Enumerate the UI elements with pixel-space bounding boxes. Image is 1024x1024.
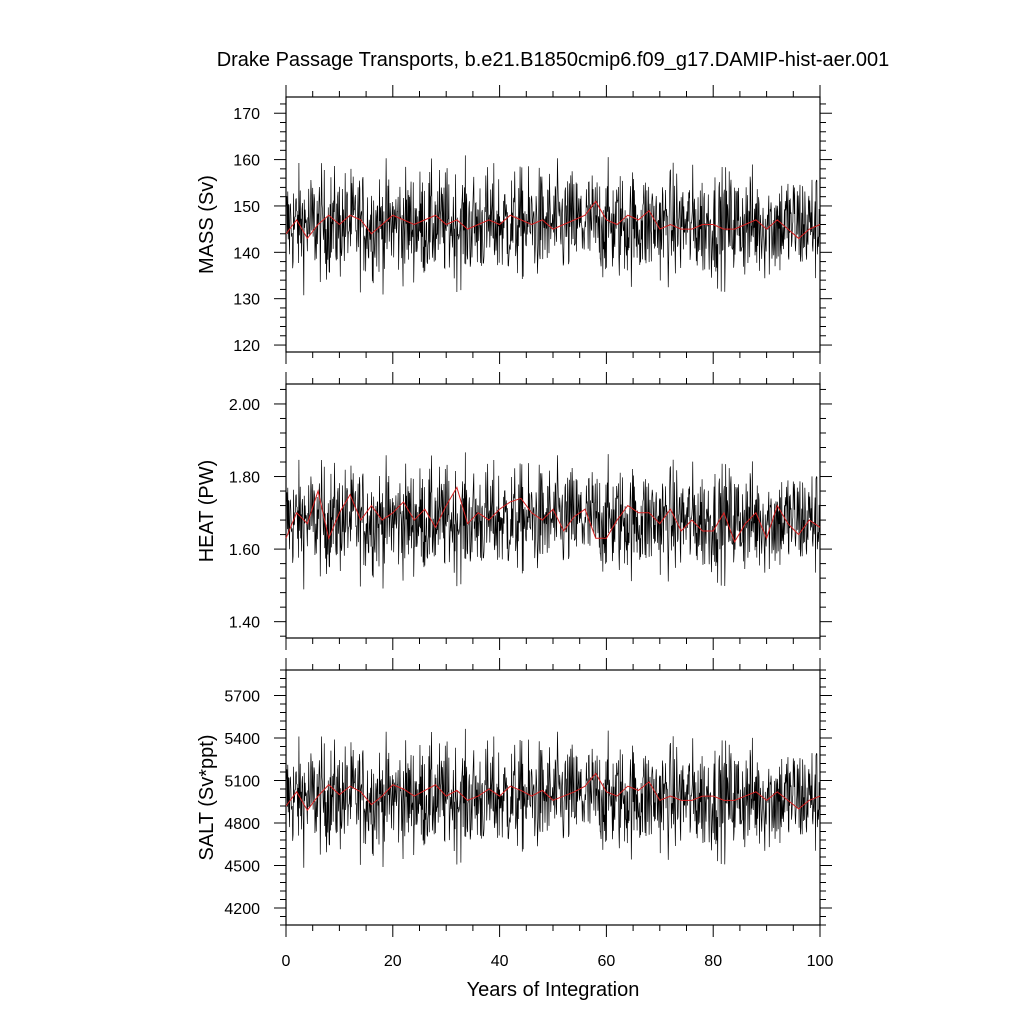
heat-y-tick-label: 1.60 xyxy=(229,542,260,559)
x-tick-label: 20 xyxy=(384,953,402,970)
panel-heat: 1.40 1.60 1.80 2.00 HEAT (PW) xyxy=(196,372,832,650)
mass-y-tick-label: 160 xyxy=(233,153,260,170)
salt-y-axis-label: SALT (Sv*ppt) xyxy=(196,735,218,861)
panel-mass: 120 130 140 150 160 170 MASS (Sv) xyxy=(196,85,832,364)
salt-y-tick-label: 4800 xyxy=(224,816,260,833)
x-tick-label: 100 xyxy=(807,953,834,970)
x-tick-label: 80 xyxy=(704,953,722,970)
mass-y-tick-label: 170 xyxy=(233,106,260,123)
mass-y-tick-label: 140 xyxy=(233,245,260,262)
salt-raw-series-line xyxy=(286,728,820,868)
mass-raw-series-line xyxy=(286,155,820,296)
salt-y-tick-label: 5100 xyxy=(224,774,260,791)
mass-y-tick-label: 130 xyxy=(233,292,260,309)
mass-y-tick-label: 120 xyxy=(233,338,260,355)
mass-smoothed-series-line xyxy=(285,200,821,240)
mass-y-tick-label: 150 xyxy=(233,199,260,216)
heat-y-axis-label: HEAT (PW) xyxy=(196,460,218,563)
x-tick-label: 0 xyxy=(282,953,291,970)
panel-salt: 4200 4500 4800 5100 5400 5700 0 20 40 60 80 100 SALT… xyxy=(196,658,833,970)
salt-y-tick-label: 4200 xyxy=(224,901,260,918)
heat-plot-frame xyxy=(285,383,821,639)
x-axis-label: Years of Integration xyxy=(467,979,640,1001)
heat-y-tick-label: 1.40 xyxy=(229,615,260,632)
salt-smoothed-series-line xyxy=(285,772,821,812)
salt-y-tick-label: 4500 xyxy=(224,859,260,876)
salt-y-tick-label: 5700 xyxy=(224,689,260,706)
heat-raw-series-line xyxy=(286,452,820,590)
salt-y-tick-label: 5400 xyxy=(224,731,260,748)
heat-smoothed-series-line xyxy=(285,486,821,544)
heat-y-tick-label: 2.00 xyxy=(229,397,260,414)
chart-title: Drake Passage Transports, b.e21.B1850cmi… xyxy=(217,49,890,71)
x-tick-label: 60 xyxy=(598,953,616,970)
mass-y-axis-label: MASS (Sv) xyxy=(196,175,218,274)
x-tick-label: 40 xyxy=(491,953,509,970)
heat-y-tick-label: 1.80 xyxy=(229,470,260,487)
panels: 120 130 140 150 160 170 MASS (Sv) 1.40 1.60 1.80 2… xyxy=(196,85,833,970)
